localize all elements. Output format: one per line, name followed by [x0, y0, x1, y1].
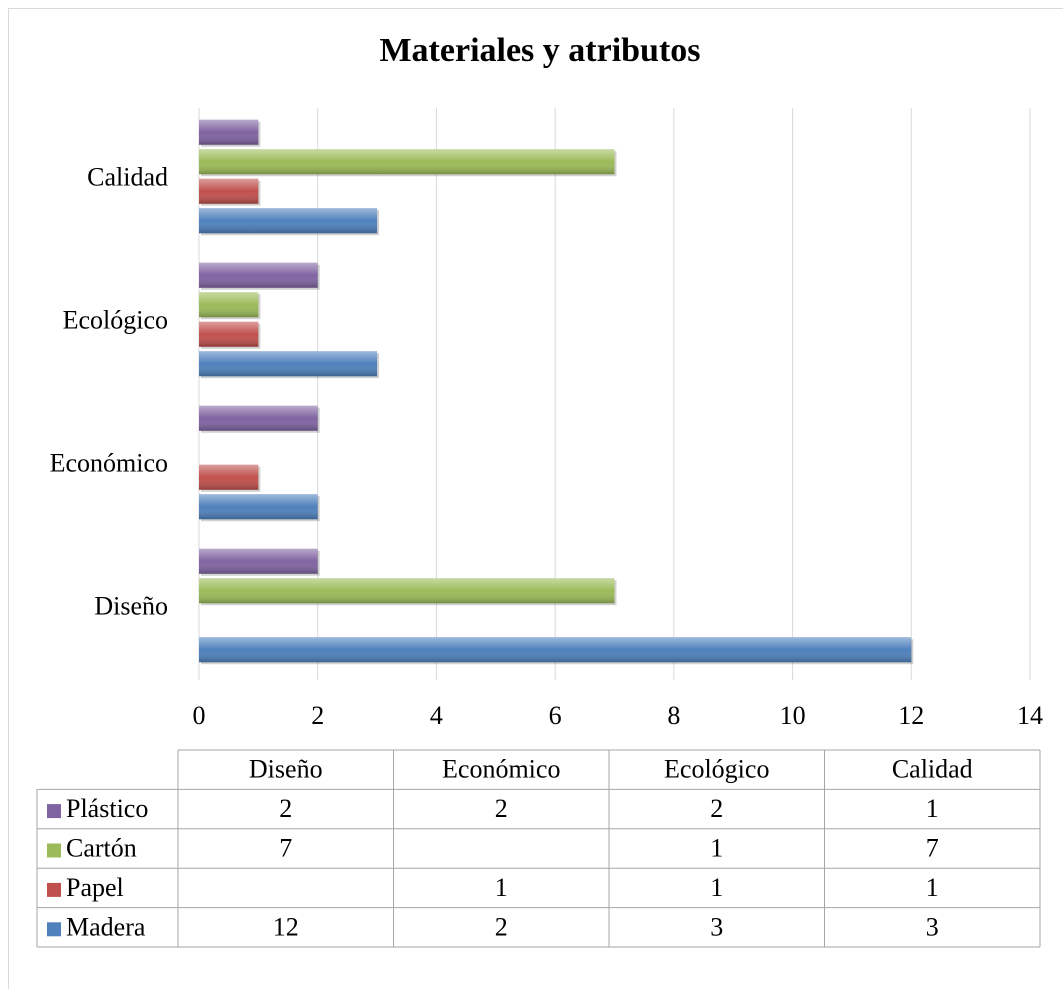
x-tick-label: 14 — [1017, 701, 1043, 730]
table-cell: 3 — [710, 912, 723, 941]
bar-shine — [199, 292, 259, 318]
legend-swatch — [47, 882, 61, 897]
bar-shine — [199, 578, 615, 604]
table-cell: 7 — [926, 833, 939, 862]
chart-title: Materiales y atributos — [379, 32, 700, 69]
x-tick-label: 0 — [193, 701, 206, 730]
bar-shine — [199, 464, 259, 490]
table-cell: 12 — [273, 912, 299, 941]
table-cell: 2 — [710, 794, 723, 823]
table-header: Ecológico — [664, 755, 769, 784]
x-tick-label: 2 — [311, 701, 324, 730]
table-header: Económico — [442, 755, 560, 784]
x-tick-label: 12 — [898, 701, 924, 730]
bar-shine — [199, 548, 318, 574]
y-tick-label: Ecológico — [63, 305, 168, 334]
bar-shine — [199, 262, 318, 288]
legend-label: Plástico — [66, 794, 148, 823]
x-tick-label: 6 — [549, 701, 562, 730]
table-cell: 1 — [495, 873, 508, 902]
legend-label: Papel — [66, 873, 124, 902]
legend-label: Madera — [66, 912, 146, 941]
table-cell: 1 — [710, 873, 723, 902]
y-tick-label: Calidad — [87, 162, 168, 191]
legend-label: Cartón — [66, 833, 137, 862]
bar-shine — [199, 351, 378, 377]
bar-shine — [199, 494, 318, 520]
bar-shine — [199, 405, 318, 431]
y-tick-label: Económico — [50, 448, 168, 477]
table-cell: 2 — [279, 794, 292, 823]
y-tick-label: Diseño — [94, 591, 168, 620]
table-cell: 7 — [279, 833, 292, 862]
bar-shine — [199, 321, 259, 347]
x-tick-label: 10 — [780, 701, 806, 730]
table-cell: 3 — [926, 912, 939, 941]
table-cell: 1 — [926, 873, 939, 902]
bar-shine — [199, 119, 259, 145]
x-tick-label: 8 — [667, 701, 680, 730]
table-cell: 1 — [926, 794, 939, 823]
legend-swatch — [47, 843, 61, 858]
table-header: Diseño — [249, 755, 323, 784]
table-cell: 1 — [710, 833, 723, 862]
table-cell: 2 — [495, 912, 508, 941]
bar-shine — [199, 208, 378, 234]
legend-swatch — [47, 804, 61, 819]
bar-shine — [199, 178, 259, 204]
bar-shine — [199, 149, 615, 175]
table-cell: 2 — [495, 794, 508, 823]
legend-swatch — [47, 922, 61, 937]
bar-shine — [199, 637, 912, 663]
x-tick-label: 4 — [430, 701, 443, 730]
table-header: Calidad — [892, 755, 973, 784]
